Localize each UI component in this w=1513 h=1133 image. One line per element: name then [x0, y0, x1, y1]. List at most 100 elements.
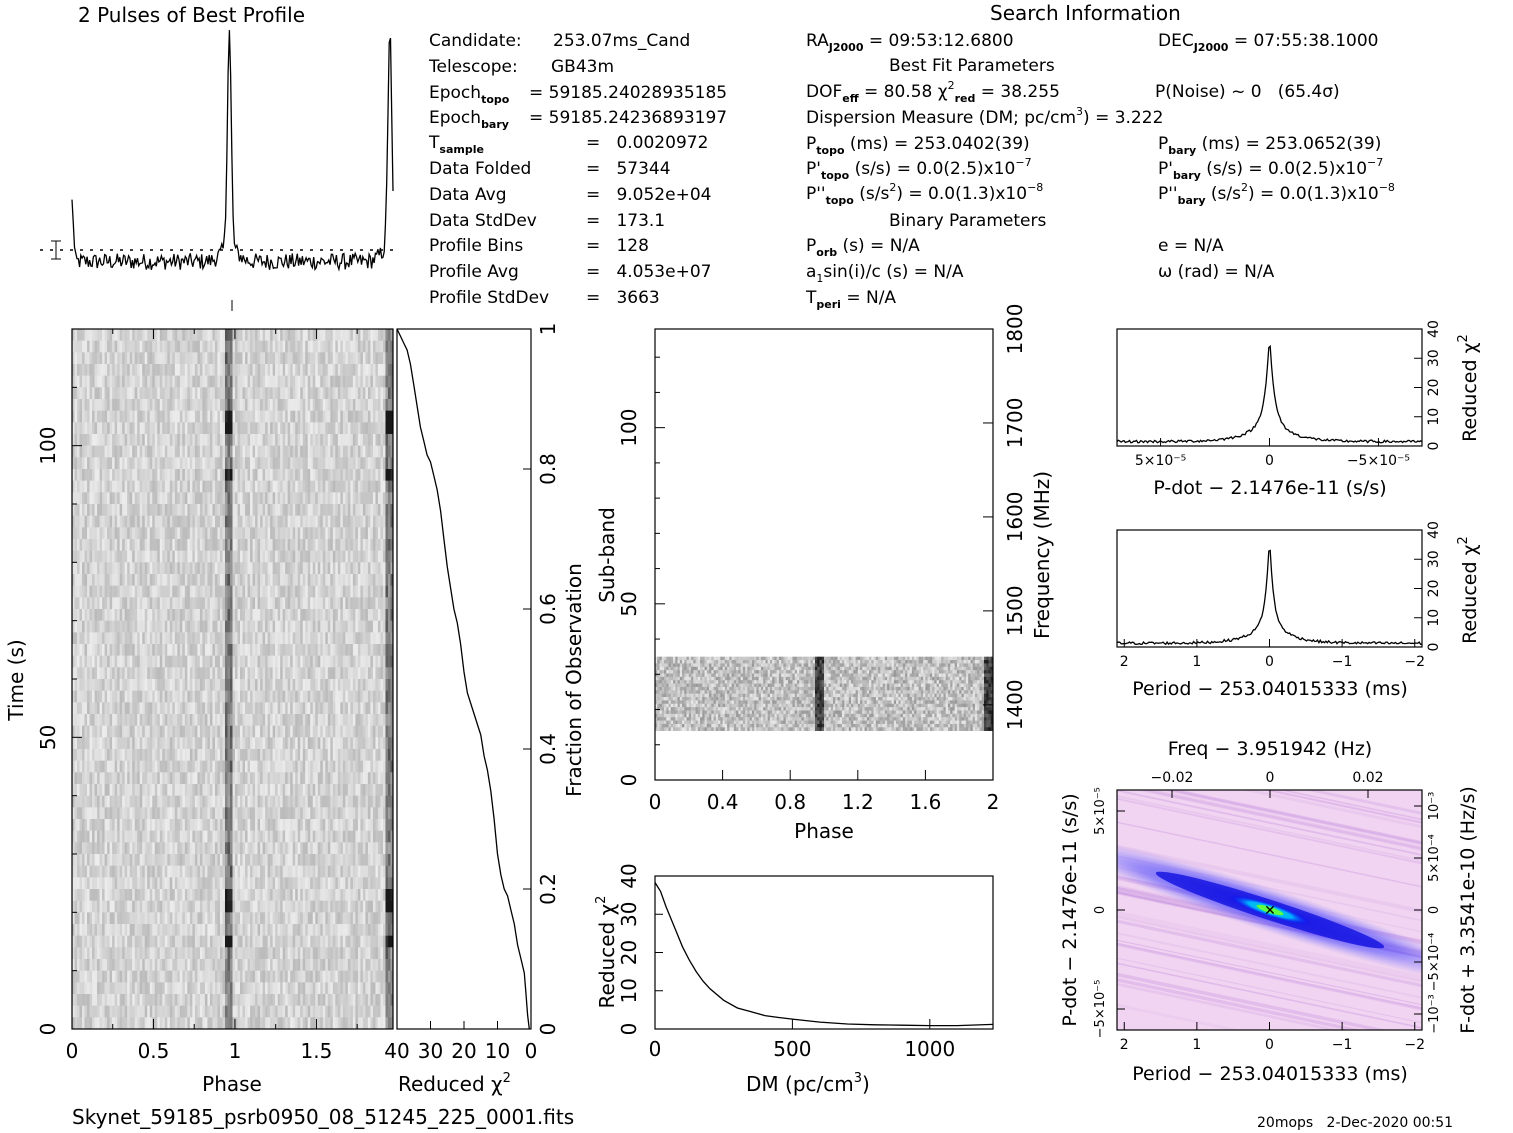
heatmap-cell: [174, 527, 178, 540]
heatmap-cell: [144, 434, 148, 446]
heatmap-cell: [202, 760, 206, 773]
heatmap-cell: [117, 550, 120, 563]
heatmap-cell: [262, 655, 266, 668]
heatmap-cell: [332, 574, 336, 586]
heatmap-cell: [222, 457, 226, 470]
heatmap-cell: [347, 644, 351, 656]
heatmap-cell: [300, 340, 304, 353]
heatmap-cell: [224, 375, 228, 388]
heatmap-cell: [89, 329, 93, 341]
heatmap-cell: [199, 550, 203, 563]
heatmap-cell: [327, 492, 331, 505]
info-value: = 4.053e+07: [586, 262, 711, 282]
heatmap-cell: [365, 714, 369, 726]
heatmap-cell: [357, 749, 361, 761]
heatmap-cell: [315, 690, 319, 703]
heatmap-cell: [82, 597, 85, 610]
heatmap-cell: [377, 655, 381, 668]
heatmap-cell: [240, 702, 243, 715]
heatmap-cell: [122, 480, 125, 493]
heatmap-cell: [152, 364, 156, 376]
heatmap-cell: [194, 527, 198, 540]
heatmap-cell: [222, 387, 226, 400]
heatmap-cell: [250, 492, 253, 505]
heatmap-cell: [182, 644, 186, 656]
heatmap-cell: [355, 410, 359, 423]
heatmap-cell: [177, 760, 181, 773]
heatmap-cell: [320, 749, 324, 761]
heatmap-cell: [159, 725, 163, 738]
heatmap-cell: [315, 597, 319, 610]
heatmap-cell: [114, 609, 118, 621]
heatmap-cell: [82, 690, 85, 703]
heatmap-cell: [260, 760, 263, 773]
heatmap-cell: [382, 434, 386, 446]
heatmap-cell: [390, 422, 394, 435]
heatmap-cell: [154, 632, 158, 645]
heatmap-cell: [182, 702, 186, 715]
heatmap-cell: [380, 620, 384, 633]
heatmap-cell: [119, 655, 123, 668]
heatmap-cell: [347, 574, 351, 586]
heatmap-cell: [142, 329, 146, 341]
heatmap-cell: [355, 527, 359, 540]
heatmap-cell: [102, 725, 105, 738]
heatmap-cell: [87, 702, 90, 715]
heatmap-cell: [192, 504, 196, 516]
heatmap-cell: [372, 597, 376, 610]
heatmap-cell: [282, 690, 286, 703]
heatmap-cell: [134, 655, 138, 668]
heatmap-cell: [327, 702, 331, 715]
heatmap-cell: [219, 480, 223, 493]
heatmap-cell: [327, 655, 331, 668]
heatmap-cell: [365, 539, 369, 551]
heatmap-cell: [102, 329, 105, 341]
heatmap-cell: [169, 679, 173, 691]
heatmap-cell: [377, 690, 381, 703]
heatmap-cell: [307, 597, 311, 610]
heatmap-cell: [99, 737, 103, 750]
heatmap-cell: [247, 410, 251, 423]
heatmap-cell: [350, 375, 354, 388]
heatmap-cell: [390, 515, 394, 528]
heatmap-cell: [227, 667, 231, 680]
heatmap-cell: [340, 469, 344, 481]
heatmap-cell: [114, 527, 118, 540]
heatmap-cell: [292, 690, 296, 703]
heatmap-cell: [129, 609, 133, 621]
heatmap-cell: [224, 492, 228, 505]
heatmap-cell: [317, 329, 321, 341]
heatmap-cell: [242, 504, 246, 516]
heatmap-cell: [137, 364, 141, 376]
heatmap-cell: [162, 574, 166, 586]
heatmap-cell: [159, 352, 163, 365]
heatmap-cell: [270, 585, 273, 598]
heatmap-cell: [97, 667, 100, 680]
heatmap-cell: [325, 469, 329, 481]
heatmap-cell: [340, 725, 344, 738]
heatmap-cell: [385, 644, 389, 656]
heatmap-cell: [345, 527, 349, 540]
best-fit-title: Best Fit Parameters: [889, 56, 1055, 76]
heatmap-cell: [87, 714, 90, 726]
heatmap-cell: [357, 702, 361, 715]
heatmap-cell: [272, 550, 276, 563]
heatmap-cell: [292, 329, 296, 341]
info-label: Candidate:: [429, 31, 522, 51]
heatmap-cell: [227, 457, 231, 470]
heatmap-cell: [204, 399, 208, 411]
heatmap-cell: [227, 352, 231, 365]
heatmap-cell: [132, 597, 135, 610]
heatmap-cell: [385, 399, 389, 411]
heatmap-cell: [224, 609, 228, 621]
heatmap-cell: [302, 434, 306, 446]
heatmap-cell: [172, 340, 176, 353]
heatmap-cell: [295, 725, 299, 738]
heatmap-cell: [265, 340, 268, 353]
heatmap-cell: [310, 387, 314, 400]
heatmap-cell: [72, 492, 75, 505]
heatmap-cell: [235, 772, 238, 785]
heatmap-cell: [365, 480, 369, 493]
heatmap-cell: [99, 609, 103, 621]
heatmap-cell: [89, 702, 93, 715]
